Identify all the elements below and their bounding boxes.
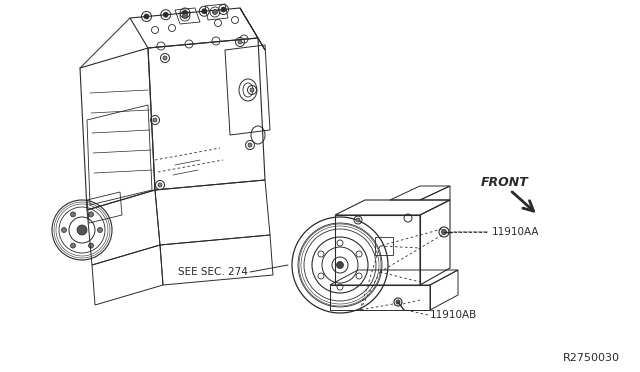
Circle shape: [163, 56, 167, 60]
Circle shape: [337, 262, 344, 269]
Text: 11910AA: 11910AA: [492, 227, 540, 237]
Text: 11910AB: 11910AB: [430, 310, 477, 320]
Text: R2750030: R2750030: [563, 353, 620, 363]
FancyArrowPatch shape: [512, 192, 534, 211]
Circle shape: [70, 212, 76, 217]
Circle shape: [442, 230, 447, 234]
Circle shape: [88, 212, 93, 217]
Circle shape: [182, 10, 188, 16]
Circle shape: [356, 218, 360, 222]
Circle shape: [163, 12, 168, 17]
Text: SEE SEC. 274: SEE SEC. 274: [178, 267, 248, 277]
Circle shape: [77, 225, 87, 235]
Circle shape: [88, 243, 93, 248]
Circle shape: [250, 88, 254, 92]
Circle shape: [144, 14, 149, 19]
Circle shape: [221, 7, 226, 12]
Circle shape: [248, 143, 252, 147]
Circle shape: [202, 9, 207, 14]
Circle shape: [212, 10, 218, 15]
Circle shape: [97, 228, 102, 232]
Circle shape: [396, 300, 400, 304]
Circle shape: [238, 40, 242, 44]
Circle shape: [61, 228, 67, 232]
Circle shape: [158, 183, 162, 187]
Text: FRONT: FRONT: [481, 176, 529, 189]
Circle shape: [70, 243, 76, 248]
Circle shape: [182, 13, 188, 19]
Circle shape: [153, 118, 157, 122]
